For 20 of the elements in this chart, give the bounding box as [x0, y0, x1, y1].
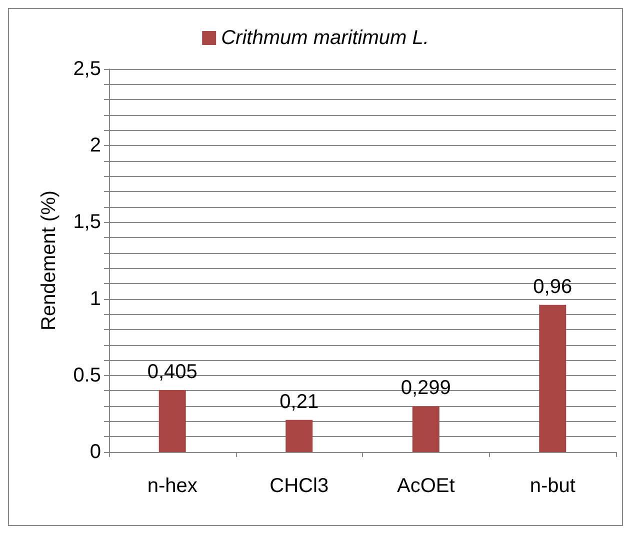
y-axis-title: Rendement (%) [38, 190, 60, 331]
x-tick-label: AcOEt [396, 475, 456, 497]
y-tick-label: 1 [90, 288, 101, 310]
legend-label: Crithmum maritimum L. [221, 27, 429, 49]
y-tick-label: 0 [90, 441, 101, 463]
y-tick-label: 2,5 [73, 58, 101, 80]
x-tick-label: CHCl3 [270, 475, 329, 497]
x-tick-label: n-but [530, 475, 576, 497]
data-label: 0,21 [280, 390, 319, 413]
data-label: 0,96 [533, 276, 572, 298]
bar [158, 390, 186, 452]
y-tick-label: 1,5 [73, 211, 101, 234]
y-tick-label: 2 [90, 134, 101, 157]
data-label: 0,405 [147, 360, 198, 383]
bar [412, 406, 440, 452]
y-tick-label: 0.5 [73, 364, 101, 386]
bar [286, 420, 313, 452]
data-label: 0,299 [400, 377, 451, 400]
x-tick-label: n-hex [147, 475, 198, 497]
bar [539, 304, 566, 452]
